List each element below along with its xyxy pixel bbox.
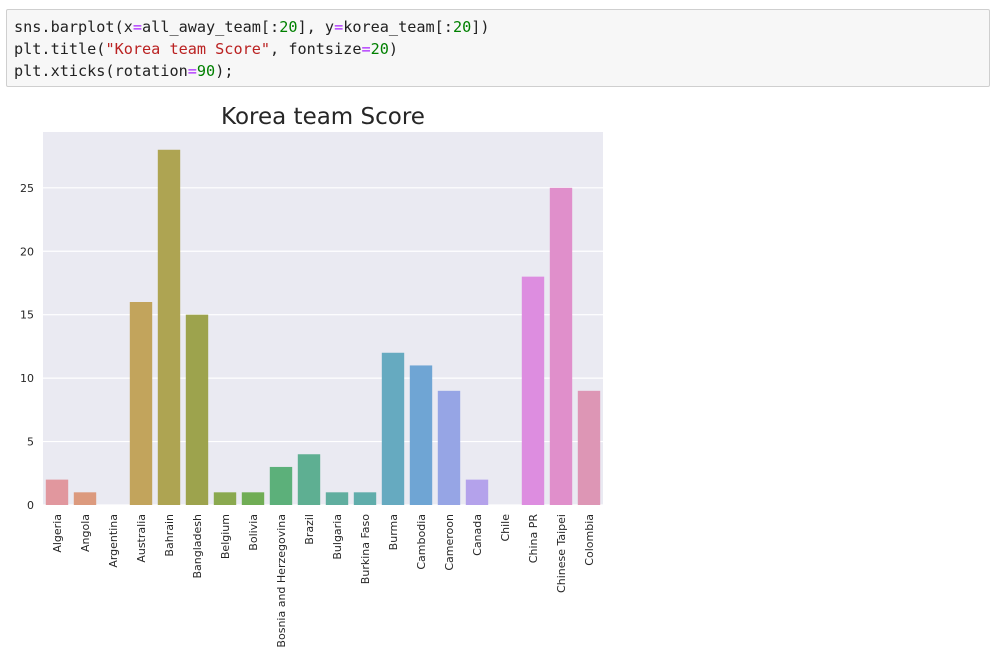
x-tick-label: Chinese Taipei: [555, 514, 568, 593]
bar-australia: [129, 302, 153, 505]
code-token: all_away_team[:: [142, 18, 280, 36]
code-line-3: plt.xticks(rotation=90);: [14, 60, 989, 82]
bar-chart: Korea team Score 0 5 10 15 20 25 Algeria Angol…: [20, 104, 603, 648]
bar-algeria: [45, 479, 69, 505]
bars: [45, 149, 601, 505]
x-tick-label: Algeria: [51, 514, 64, 553]
x-tick-label: Belgium: [219, 514, 232, 559]
chart-title: Korea team Score: [221, 104, 425, 130]
bar-bolivia: [241, 492, 265, 505]
y-tick-label: 20: [20, 245, 34, 258]
x-tick-label: Canada: [471, 514, 484, 556]
code-token: sns.barplot(x: [14, 18, 133, 36]
code-token: =: [187, 62, 197, 80]
x-tick-label: Brazil: [303, 514, 316, 545]
bar-bangladesh: [185, 314, 209, 505]
y-tick-label: 15: [20, 309, 34, 322]
x-tick-label: Burma: [387, 514, 400, 550]
x-tick-label: Angola: [79, 514, 92, 552]
bar-angola: [73, 492, 97, 505]
x-tick-label: Burkina Faso: [359, 514, 372, 584]
x-axis-ticks: Algeria Angola Argentina Australia Bahrain Ba…: [51, 514, 596, 648]
y-tick-label: 0: [27, 499, 34, 512]
code-token: ]): [471, 18, 490, 36]
code-token: 90: [196, 62, 216, 80]
bar-cambodia: [409, 365, 433, 505]
bar-colombia: [577, 390, 601, 505]
x-tick-label: Colombia: [583, 514, 596, 566]
code-token: =: [132, 18, 143, 36]
code-token: 20: [279, 18, 298, 36]
bar-cameroon: [437, 390, 461, 505]
code-line-2: plt.title("Korea team Score", fontsize=2…: [14, 38, 989, 60]
bar-burkina-faso: [353, 492, 377, 505]
code-token: =: [334, 18, 344, 36]
code-token: ], y: [297, 18, 335, 36]
bar-bulgaria: [325, 492, 349, 505]
code-token: );: [215, 62, 234, 80]
bar-bosnia-and-herzegovina: [269, 466, 293, 505]
y-axis-ticks: 0 5 10 15 20 25: [20, 182, 34, 512]
x-tick-label: Bahrain: [163, 514, 176, 557]
x-tick-label: Argentina: [107, 514, 120, 568]
code-token: 20: [452, 18, 472, 36]
y-tick-label: 10: [20, 372, 34, 385]
x-tick-label: Bangladesh: [191, 514, 204, 579]
code-token: =: [361, 40, 371, 58]
y-tick-label: 25: [20, 182, 34, 195]
code-token: plt.xticks(rotation: [14, 62, 188, 80]
bar-bahrain: [157, 149, 181, 505]
bar-chinese-taipei: [549, 187, 573, 505]
x-tick-label: Bolivia: [247, 514, 260, 551]
bar-belgium: [213, 492, 237, 505]
x-tick-label: Bosnia and Herzegovina: [275, 514, 288, 648]
x-tick-label: Australia: [135, 514, 148, 563]
code-token: 20: [370, 40, 389, 58]
x-tick-label: Cambodia: [415, 514, 428, 570]
code-line-1: sns.barplot(x=all_away_team[:20], y=kore…: [14, 16, 989, 38]
code-cell[interactable]: sns.barplot(x=all_away_team[:20], y=kore…: [6, 9, 990, 87]
bar-china-pr: [521, 276, 545, 505]
code-token: ): [388, 40, 399, 58]
bar-canada: [465, 479, 489, 505]
code-token: korea_team[:: [343, 18, 453, 36]
x-tick-label: China PR: [527, 514, 540, 564]
code-token: "Korea team Score": [105, 40, 271, 58]
code-token: plt.title(: [14, 40, 106, 58]
x-tick-label: Cameroon: [443, 514, 456, 571]
y-tick-label: 5: [27, 436, 34, 449]
bar-burma: [381, 352, 405, 505]
x-tick-label: Chile: [499, 514, 512, 542]
x-tick-label: Bulgaria: [331, 514, 344, 560]
code-token: , fontsize: [270, 40, 362, 58]
bar-brazil: [297, 454, 321, 505]
